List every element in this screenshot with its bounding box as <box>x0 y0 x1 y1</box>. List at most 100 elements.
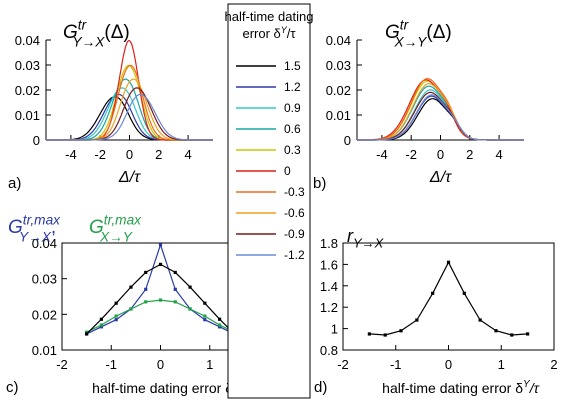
panel-label: b) <box>313 175 326 192</box>
x-tick-label: -2 <box>94 147 106 162</box>
data-point <box>158 243 163 247</box>
data-point <box>188 285 192 289</box>
legend-entry-label: 0.9 <box>284 101 301 115</box>
y-tick-label: 1.2 <box>320 300 338 315</box>
label-sup: tr <box>78 17 88 32</box>
y-tick-label: 0.04 <box>326 33 351 48</box>
legend-entry-label: 0.6 <box>284 122 301 136</box>
series-curve-0.6 <box>46 78 213 141</box>
data-point <box>144 287 148 291</box>
data-point <box>383 333 387 337</box>
label-sub: Y→X <box>19 230 52 245</box>
x-tick-label: -1 <box>390 357 402 372</box>
x-tick-label: 0 <box>437 147 444 162</box>
data-point <box>367 332 371 336</box>
series-curve-0 <box>46 39 213 141</box>
data-point <box>173 287 177 291</box>
data-point <box>203 301 207 305</box>
data-point <box>173 270 177 275</box>
y-tick-label: 0.01 <box>326 108 351 123</box>
x-tick-label: -2 <box>56 357 68 372</box>
series-curve-0.3 <box>46 64 213 141</box>
data-point <box>218 317 222 321</box>
label-main: G <box>8 217 23 238</box>
data-point <box>399 329 403 333</box>
y-tick-label: 0.02 <box>326 83 351 98</box>
series-curve--0.3 <box>357 77 524 141</box>
data-point <box>173 300 177 304</box>
data-point <box>85 330 89 334</box>
panel-b: 0 0.01 0.02 0.03 0.04 -4 -2 0 2 4 b) Δ/τ Gtr X→Y(Δ) <box>313 17 524 192</box>
x-axis-label-sup: Y <box>523 379 531 390</box>
y-axis-label: rY→X <box>347 226 385 250</box>
label-sup: tr,max <box>23 212 61 227</box>
x-tick-label: 0 <box>157 357 164 372</box>
y-tick-label: 0.8 <box>320 343 338 358</box>
series-curve-1.5 <box>357 98 524 141</box>
series-line <box>369 260 528 336</box>
data-point <box>218 325 222 329</box>
data-point <box>218 323 222 327</box>
legend-title-sup: Y <box>281 25 288 35</box>
y-tick-label: 0.01 <box>15 108 40 123</box>
data-point <box>85 332 89 336</box>
data-point <box>99 323 103 327</box>
panel-label: d) <box>314 379 327 396</box>
label-sup: tr,max <box>104 212 142 227</box>
x-axis-label: half-time dating error δY/τ <box>92 379 249 396</box>
data-point <box>129 285 133 289</box>
y-tick-label: 1 <box>331 322 338 337</box>
panel-title: Gtr Y→X(Δ) <box>63 17 130 49</box>
series-curve-1.2 <box>357 95 524 141</box>
x-tick-label: -4 <box>376 147 388 162</box>
y-tick-label: 0.02 <box>32 307 57 322</box>
data-point <box>431 291 435 295</box>
data-point <box>494 329 498 333</box>
data-point <box>114 301 118 305</box>
x-tick-label: 2 <box>466 147 473 162</box>
legend-entry-label: 1.2 <box>284 80 301 94</box>
series-curve--0.3 <box>46 64 213 141</box>
label-sub: Y→X <box>72 35 105 50</box>
data-point <box>158 262 163 266</box>
x-axis-label: Δ/τ <box>118 169 141 186</box>
x-tick-label: -1 <box>105 357 117 372</box>
label-main: G <box>385 22 400 43</box>
legend-entry-label: -1.2 <box>284 248 305 262</box>
y-tick-label: 0 <box>33 133 40 148</box>
y-tick-label: 0.04 <box>15 33 40 48</box>
panel-label: a) <box>8 175 21 192</box>
legend-entry-label: -0.9 <box>284 227 305 241</box>
y-tick-label: 0.02 <box>15 83 40 98</box>
data-point <box>478 318 482 322</box>
label-sup: tr <box>400 17 410 32</box>
data-point <box>99 325 103 329</box>
label-sub: X→Y <box>393 35 427 50</box>
label-sub: Y→X <box>353 235 385 250</box>
label-main: r <box>347 226 354 246</box>
data-point <box>129 307 133 311</box>
series-line <box>86 299 235 333</box>
legend-entry-label: 0.3 <box>284 143 301 157</box>
x-tick-label: 2 <box>155 147 162 162</box>
panel-label: c) <box>6 379 19 396</box>
y-tick-label: 1.4 <box>320 279 338 294</box>
label-tail: (Δ) <box>426 22 451 43</box>
data-point <box>510 333 514 337</box>
x-tick-label: -4 <box>65 147 77 162</box>
legend-title-line1: half-time dating <box>225 9 314 24</box>
y-axis-label-g-xy: Gtr,max X→Y <box>89 212 142 244</box>
data-point <box>446 260 451 264</box>
data-point <box>526 332 530 336</box>
panel-d: 0.8 1 1.2 1.4 1.6 1.8 -2 -1 0 1 2 d) half-time datin… <box>314 226 558 396</box>
panel-a: 0 0.01 0.02 0.03 0.04 -4 -2 0 2 4 a) Δ/τ Gtr Y→X(Δ) <box>8 17 213 192</box>
x-tick-label: 1 <box>206 357 213 372</box>
legend-entry-label: -0.3 <box>284 185 305 199</box>
label-tail: , <box>51 217 56 238</box>
legend-entry-label: 0 <box>284 164 291 178</box>
legend-title-line2: error δY/τ <box>242 25 296 41</box>
x-axis-label-main: half-time dating error δ <box>92 380 233 396</box>
legend-title-tail: /τ <box>287 26 297 41</box>
